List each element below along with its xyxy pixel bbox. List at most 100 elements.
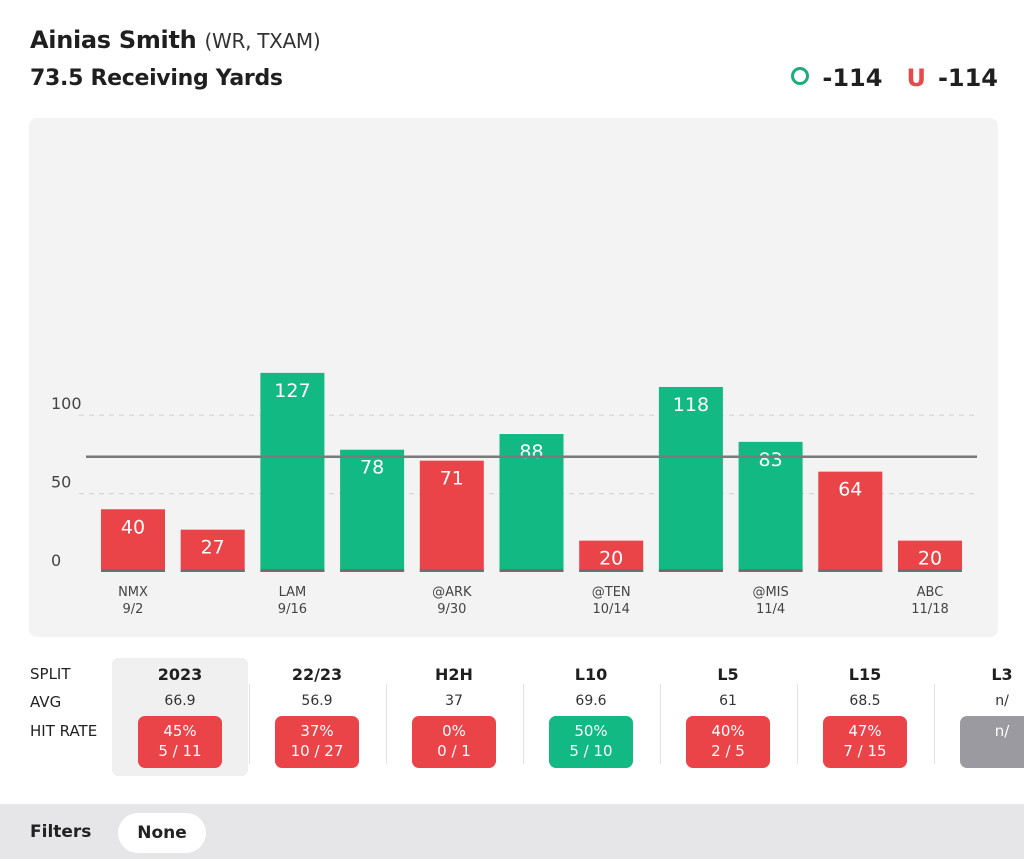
hit-rate-fraction: 10 / 27: [290, 742, 344, 760]
x-tick-date: 9/30: [437, 602, 466, 617]
split-column-L5[interactable]: L5 61 40% 2 / 5: [660, 658, 796, 776]
bar-baseline: [499, 569, 564, 572]
hit-rate-fraction: 5 / 11: [158, 742, 202, 760]
split-column-2023[interactable]: 2023 66.9 45% 5 / 11: [112, 658, 248, 776]
split-separator: [386, 684, 387, 764]
hit-rate-badge: 40% 2 / 5: [686, 716, 770, 768]
split-column-L10[interactable]: L10 69.6 50% 5 / 10: [523, 658, 659, 776]
bar-baseline: [818, 569, 883, 572]
bar[interactable]: [579, 540, 644, 572]
split-separator: [249, 684, 250, 764]
hit-rate-percent: n/: [994, 722, 1010, 740]
bar-value-label: 127: [274, 380, 310, 402]
hit-rate-badge: 0% 0 / 1: [412, 716, 496, 768]
player-meta: (WR, TXAM): [204, 29, 321, 53]
bar-baseline: [898, 569, 962, 572]
odds-group: -114 U -114: [790, 64, 998, 92]
hit-rate-badge: 45% 5 / 11: [138, 716, 222, 768]
bar[interactable]: [340, 449, 405, 572]
bar-value-label: 20: [918, 548, 942, 570]
x-tick-date: 11/4: [756, 602, 785, 617]
over-circle-icon: [791, 67, 810, 85]
split-name: 2023: [157, 665, 203, 684]
hit-rate-percent: 45%: [163, 722, 197, 740]
split-avg: 56.9: [301, 693, 333, 709]
bar-value-label: 78: [360, 457, 384, 479]
bar[interactable]: [260, 372, 325, 572]
bar-value-label: 20: [599, 548, 623, 570]
bar[interactable]: [419, 460, 484, 572]
hit-rate-fraction: 0 / 1: [437, 742, 471, 760]
y-tick-label: 100: [51, 394, 82, 413]
x-tick-team: @ARK: [432, 585, 472, 600]
bar[interactable]: [180, 529, 245, 572]
split-name: L3: [991, 665, 1013, 684]
split-column-H2H[interactable]: H2H 37 0% 0 / 1: [386, 658, 522, 776]
bar[interactable]: [898, 540, 962, 572]
bar-value-label: 40: [121, 516, 145, 538]
hit-rate-percent: 50%: [574, 722, 608, 740]
bar-baseline: [738, 569, 803, 572]
split-name: L5: [717, 665, 739, 684]
x-tick-team: NMX: [118, 585, 148, 600]
bar-baseline: [419, 569, 484, 572]
bar-value-label: 27: [201, 537, 225, 559]
split-column-L3[interactable]: L3 n/n/: [934, 658, 1024, 776]
split-name: H2H: [435, 665, 473, 684]
bar-baseline: [658, 569, 723, 572]
filters-dropdown[interactable]: None: [118, 813, 206, 853]
split-avg: 66.9: [164, 693, 196, 709]
split-avg: 69.6: [575, 693, 607, 709]
x-tick-team: LAM: [279, 585, 307, 600]
hit-rate-fraction: 2 / 5: [711, 742, 745, 760]
under-odds[interactable]: -114: [937, 64, 998, 92]
hit-rate-fraction: 5 / 10: [569, 742, 613, 760]
bar[interactable]: [101, 509, 165, 572]
split-separator: [797, 684, 798, 764]
bar-baseline: [101, 569, 165, 572]
prop-line-title: 73.5 Receiving Yards: [30, 66, 283, 91]
x-tick-team: @TEN: [592, 585, 631, 600]
split-separator: [934, 684, 935, 764]
x-tick-date: 10/14: [592, 602, 629, 617]
player-name-text: Ainias Smith: [30, 26, 197, 54]
under-icon: U: [906, 64, 926, 92]
chart-card: 0 50 100 40 27 127 78 71 88 20 118 83 64 20 NMX 9/2 LAM 9…: [29, 118, 998, 637]
splits-table: SPLIT AVG HIT RATE 2023 66.9 45% 5 / 11 22/2…: [0, 656, 1024, 781]
bar[interactable]: [738, 441, 803, 572]
x-tick-date: 9/16: [278, 602, 307, 617]
split-name: 22/23: [291, 665, 343, 684]
filters-label: Filters: [30, 822, 92, 842]
hit-rate-badge: n/: [960, 716, 1024, 768]
bar[interactable]: [658, 386, 723, 572]
over-icon: [790, 64, 810, 92]
bar[interactable]: [818, 471, 883, 572]
split-column-L15[interactable]: L15 68.5 47% 7 / 15: [797, 658, 933, 776]
hit-rate-percent: 40%: [711, 722, 745, 740]
hit-rate-percent: 0%: [442, 722, 466, 740]
hit-rate-percent: 47%: [848, 722, 882, 740]
split-separator: [523, 684, 524, 764]
split-avg: 37: [445, 693, 463, 709]
bar-baseline: [260, 569, 325, 572]
split-separator: [660, 684, 661, 764]
bar-value-label: 118: [673, 394, 709, 416]
x-tick-date: 11/18: [911, 602, 948, 617]
bar-value-label: 64: [838, 479, 862, 501]
x-tick-team: ABC: [917, 585, 944, 600]
bar-value-label: 83: [759, 449, 783, 471]
bar-baseline: [579, 569, 644, 572]
x-tick-team: @MIS: [752, 585, 788, 600]
x-tick-date: 9/2: [123, 602, 144, 617]
hit-rate-badge: 37% 10 / 27: [275, 716, 359, 768]
player-name: Ainias Smith (WR, TXAM): [30, 26, 321, 54]
hit-rate-percent: 37%: [300, 722, 334, 740]
hit-rate-badge: 47% 7 / 15: [823, 716, 907, 768]
over-odds[interactable]: -114: [822, 64, 883, 92]
split-avg: n/: [995, 693, 1009, 709]
split-column-2223[interactable]: 22/23 56.9 37% 10 / 27: [249, 658, 385, 776]
split-row-label: SPLIT: [30, 665, 71, 683]
y-tick-label: 50: [51, 473, 71, 492]
split-name: L10: [574, 665, 608, 684]
split-name: L15: [848, 665, 882, 684]
